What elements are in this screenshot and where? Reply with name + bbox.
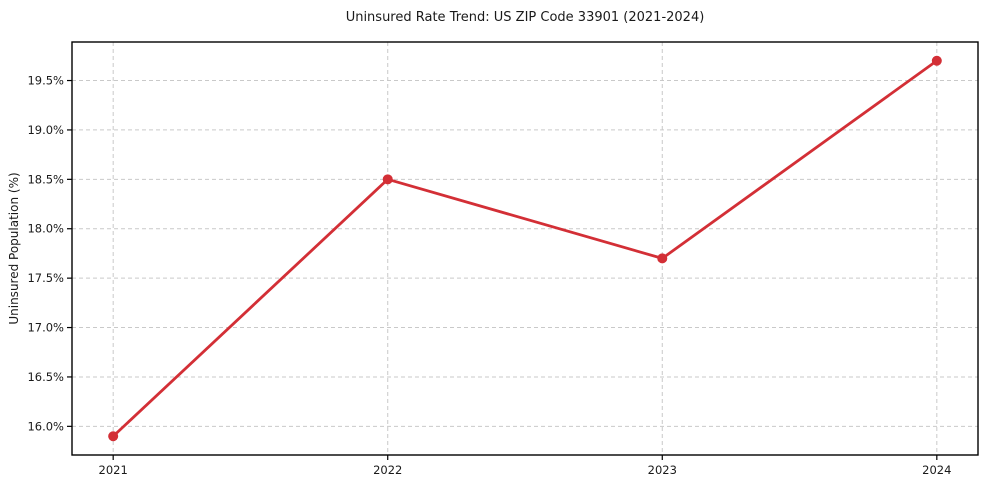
y-tick-label: 16.0% <box>27 419 64 433</box>
y-axis-label: Uninsured Population (%) <box>7 172 21 324</box>
data-point <box>382 174 393 185</box>
data-point <box>108 431 119 442</box>
y-tick-label: 17.5% <box>27 271 64 285</box>
chart-title: Uninsured Rate Trend: US ZIP Code 33901 … <box>346 10 705 25</box>
data-point <box>931 55 942 66</box>
y-tick-label: 16.5% <box>27 370 64 384</box>
data-point <box>657 253 668 264</box>
grid-layer <box>72 42 978 455</box>
y-tick-label: 18.5% <box>27 172 64 186</box>
y-tick-label: 18.0% <box>27 222 64 236</box>
x-tick-label: 2024 <box>922 463 951 477</box>
y-tick-label: 19.0% <box>27 123 64 137</box>
x-tick-label: 2023 <box>648 463 677 477</box>
y-tick-label: 19.5% <box>27 74 64 88</box>
x-tick-label: 2021 <box>99 463 128 477</box>
series-layer <box>108 55 942 442</box>
x-tick-label: 2022 <box>373 463 402 477</box>
trend-line <box>111 59 939 438</box>
axes-layer: 16.0% 16.5% 17.0% 17.5% 18.0% 18.5% 19.0% 19.5%… <box>27 41 979 477</box>
y-tick-label: 17.0% <box>27 321 64 335</box>
axes-frame <box>71 41 979 456</box>
